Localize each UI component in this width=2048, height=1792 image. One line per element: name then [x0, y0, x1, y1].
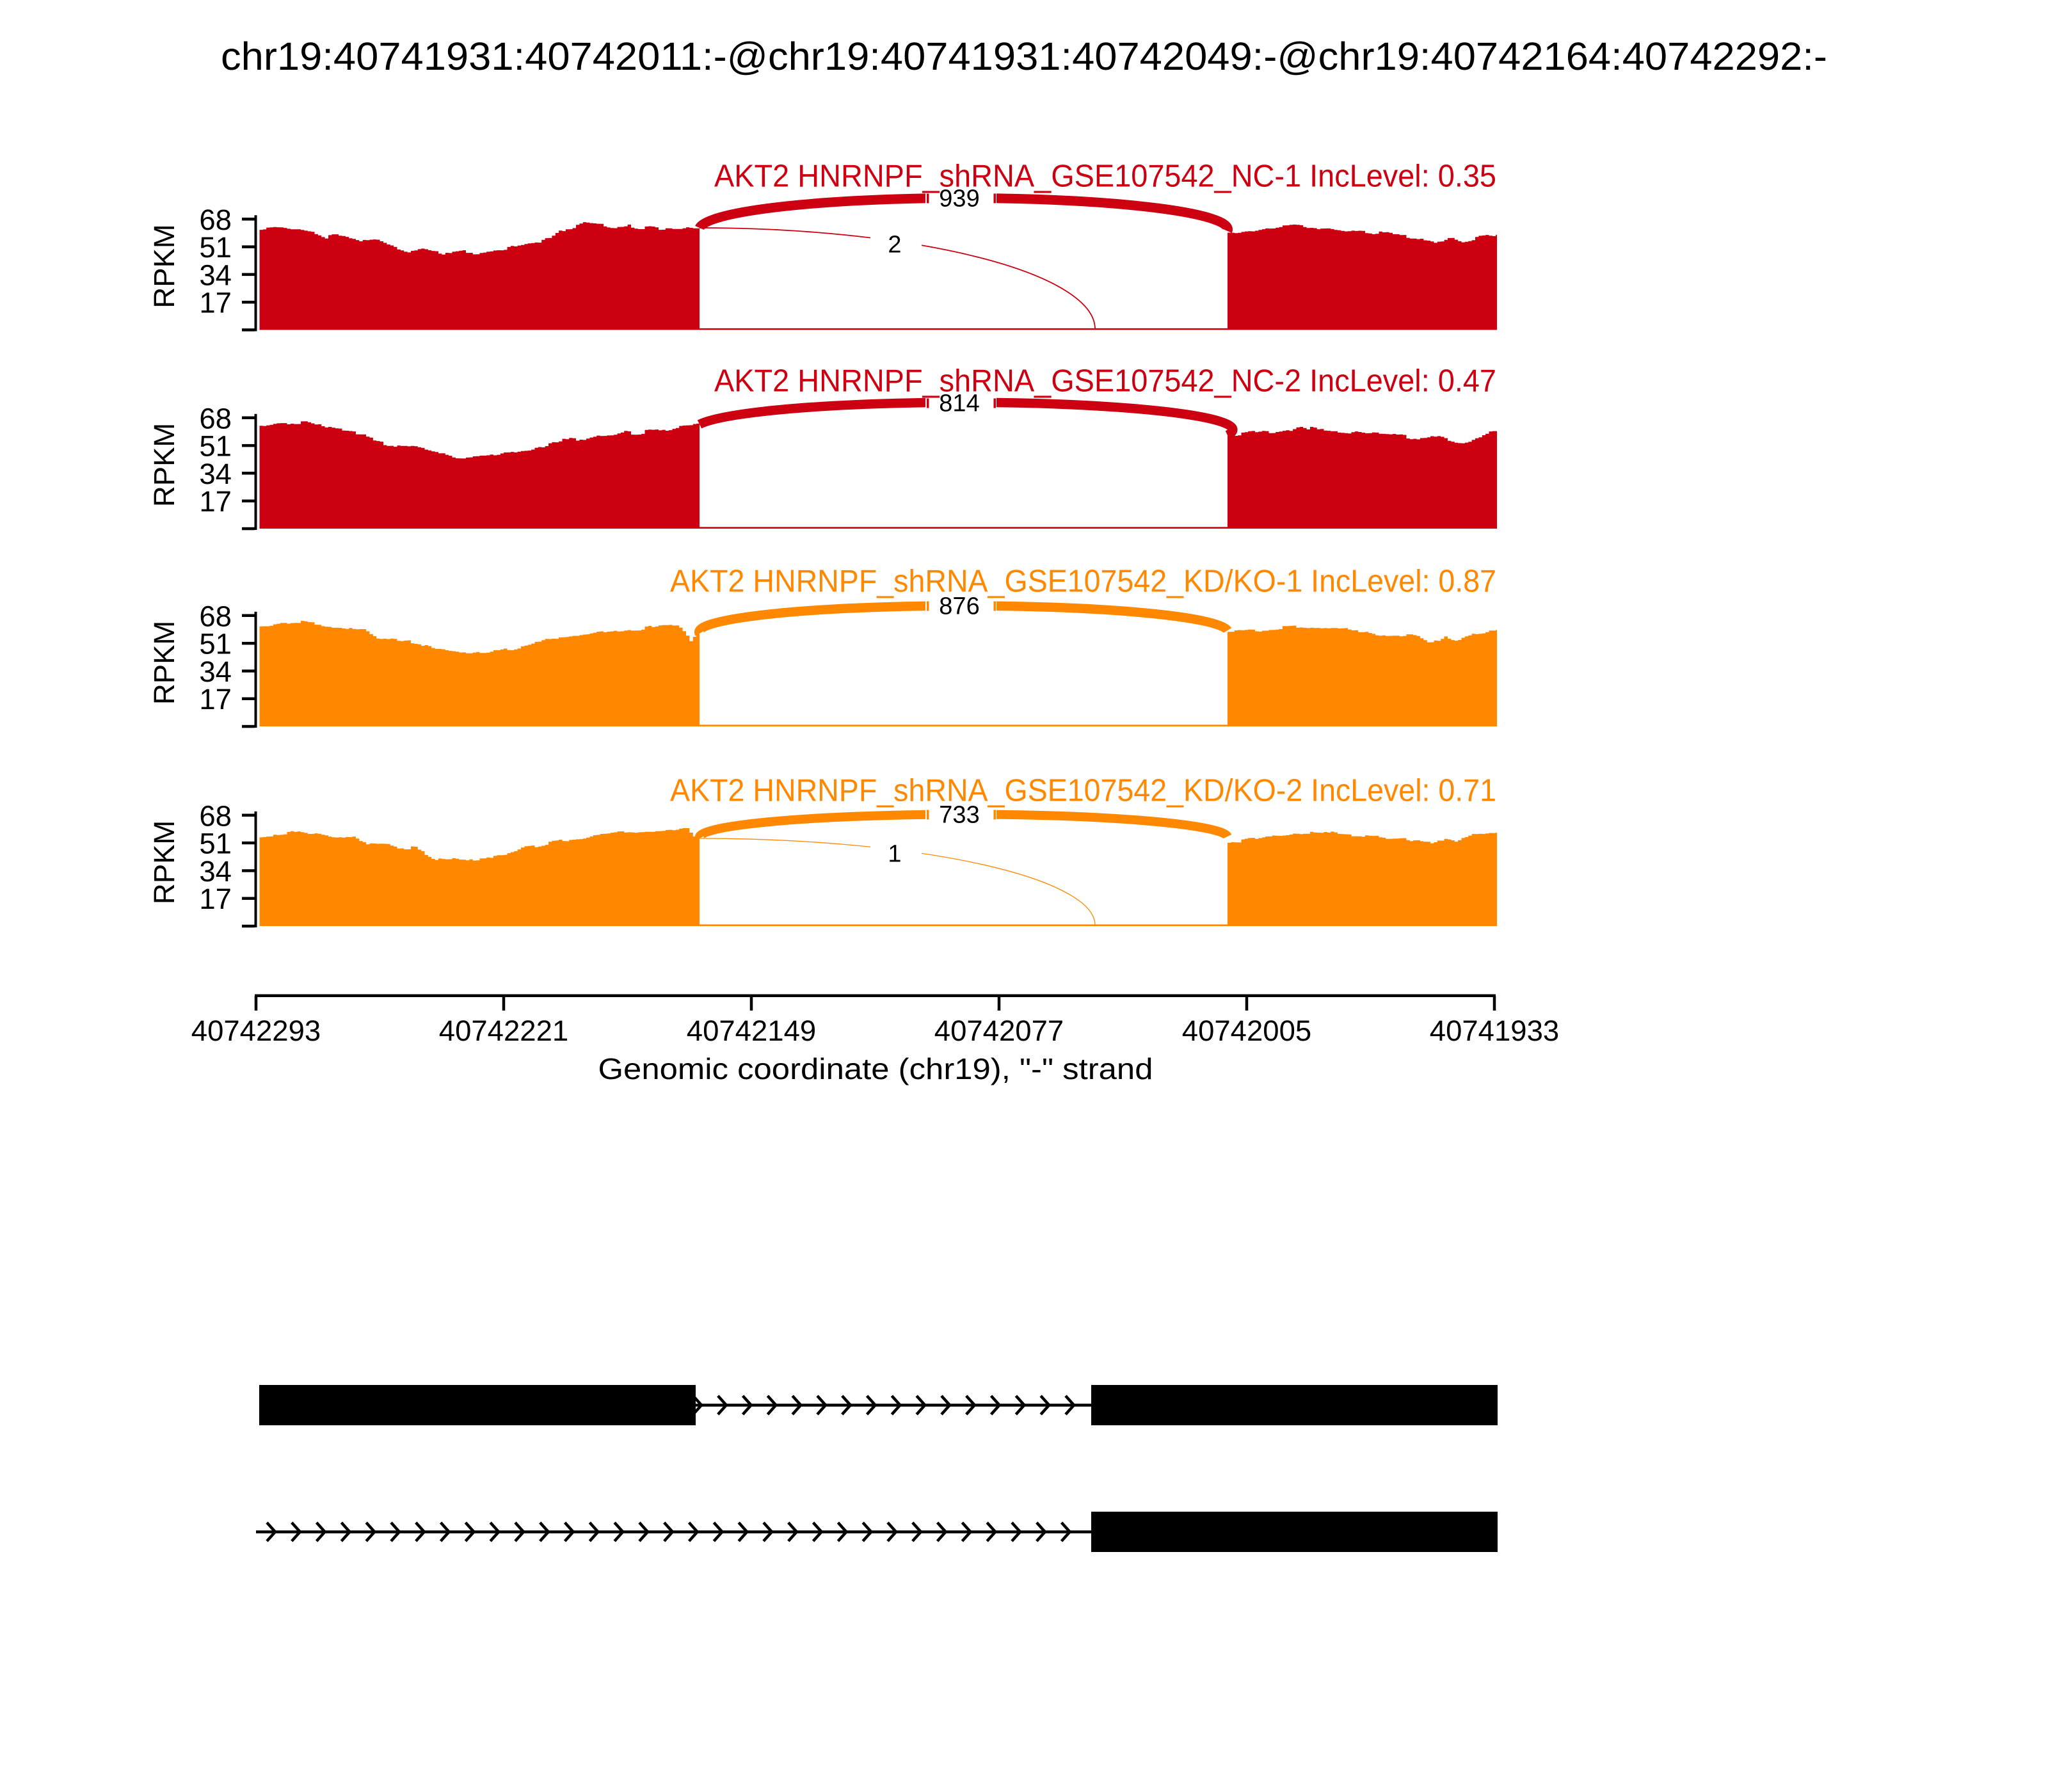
svg-text:40742005: 40742005 [1182, 1014, 1311, 1047]
svg-text:733: 733 [939, 802, 979, 829]
svg-text:AKT2 HNRNPF_shRNA_GSE107542_KD: AKT2 HNRNPF_shRNA_GSE107542_KD/KO-1 IncL… [670, 564, 1496, 599]
svg-text:2: 2 [888, 232, 901, 259]
svg-text:AKT2 HNRNPF_shRNA_GSE107542_NC: AKT2 HNRNPF_shRNA_GSE107542_NC-1 IncLeve… [714, 159, 1496, 194]
svg-text:17: 17 [199, 883, 232, 915]
svg-text:40742077: 40742077 [934, 1014, 1064, 1047]
svg-text:34: 34 [199, 855, 232, 888]
svg-text:40742149: 40742149 [687, 1014, 816, 1047]
svg-text:RPKM: RPKM [148, 820, 180, 904]
svg-text:34: 34 [199, 458, 232, 490]
svg-text:17: 17 [199, 683, 232, 716]
svg-text:17: 17 [199, 485, 232, 518]
svg-text:68: 68 [199, 402, 232, 435]
svg-text:1: 1 [888, 841, 901, 868]
svg-text:40742221: 40742221 [439, 1014, 568, 1047]
svg-text:17: 17 [199, 287, 232, 319]
svg-text:chr19:40741931:40742011:-@chr1: chr19:40741931:40742011:-@chr19:40741931… [221, 35, 1827, 79]
svg-text:RPKM: RPKM [148, 224, 180, 308]
svg-text:51: 51 [199, 628, 232, 660]
svg-text:51: 51 [199, 828, 232, 860]
svg-text:Genomic coordinate (chr19), "-: Genomic coordinate (chr19), "-" strand [598, 1052, 1153, 1085]
svg-text:AKT2 HNRNPF_shRNA_GSE107542_KD: AKT2 HNRNPF_shRNA_GSE107542_KD/KO-2 IncL… [670, 774, 1496, 808]
svg-text:40741933: 40741933 [1430, 1014, 1559, 1047]
svg-text:34: 34 [199, 259, 232, 291]
svg-text:RPKM: RPKM [148, 621, 180, 705]
svg-text:814: 814 [939, 390, 979, 417]
svg-text:939: 939 [939, 186, 979, 212]
svg-text:51: 51 [199, 430, 232, 463]
svg-text:40742293: 40742293 [191, 1014, 321, 1047]
svg-text:RPKM: RPKM [148, 423, 180, 507]
svg-text:51: 51 [199, 231, 232, 264]
svg-text:68: 68 [199, 600, 232, 632]
svg-text:68: 68 [199, 799, 232, 832]
svg-text:876: 876 [939, 593, 979, 620]
svg-text:68: 68 [199, 204, 232, 236]
svg-text:34: 34 [199, 655, 232, 688]
svg-text:AKT2 HNRNPF_shRNA_GSE107542_NC: AKT2 HNRNPF_shRNA_GSE107542_NC-2 IncLeve… [714, 364, 1496, 399]
